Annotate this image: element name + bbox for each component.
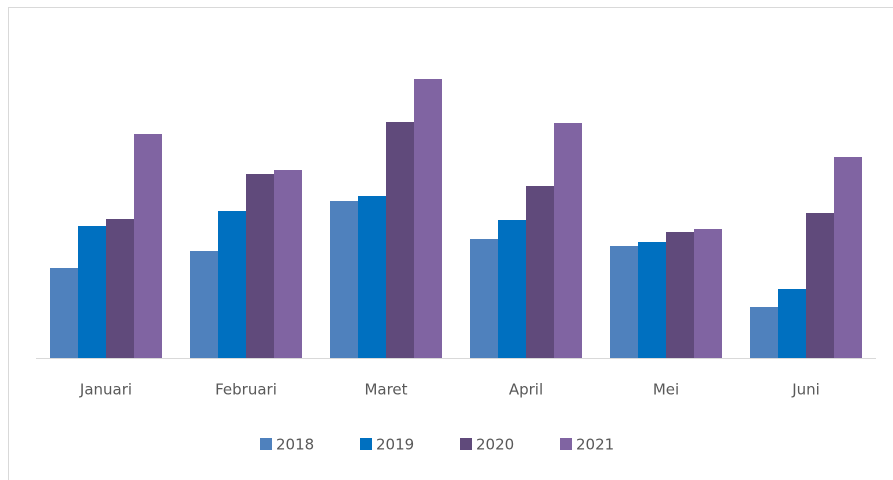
- x-tick-label: Juni: [791, 381, 820, 399]
- bar: [750, 307, 778, 358]
- bar: [106, 219, 134, 358]
- x-tick-label: Maret: [364, 381, 407, 399]
- x-tick-label: Januari: [79, 381, 132, 399]
- bar: [274, 170, 302, 358]
- legend-label: 2021: [576, 436, 614, 454]
- bar: [610, 246, 638, 358]
- bar: [50, 268, 78, 358]
- bar: [666, 232, 694, 358]
- chart-frame: [8, 7, 893, 480]
- bar: [134, 134, 162, 358]
- bar: [806, 213, 834, 358]
- bar: [386, 122, 414, 358]
- bar: [638, 242, 666, 358]
- bar: [330, 201, 358, 358]
- bar: [526, 186, 554, 358]
- bar: [358, 196, 386, 358]
- bar: [414, 79, 442, 358]
- legend-swatch: [260, 438, 272, 450]
- bar: [694, 229, 722, 358]
- bar: [834, 157, 862, 358]
- x-tick-label: Februari: [215, 381, 277, 399]
- bar: [190, 251, 218, 358]
- legend-label: 2018: [276, 436, 314, 454]
- bar: [554, 123, 582, 358]
- bar: [498, 220, 526, 358]
- x-tick-label: Mei: [653, 381, 679, 399]
- legend-swatch: [460, 438, 472, 450]
- legend-label: 2019: [376, 436, 414, 454]
- bar: [778, 289, 806, 358]
- x-tick-label: April: [509, 381, 543, 399]
- bar: [218, 211, 246, 358]
- legend-label: 2020: [476, 436, 514, 454]
- legend-swatch: [560, 438, 572, 450]
- bar: [470, 239, 498, 358]
- bar: [246, 174, 274, 358]
- legend-swatch: [360, 438, 372, 450]
- bar: [78, 226, 106, 358]
